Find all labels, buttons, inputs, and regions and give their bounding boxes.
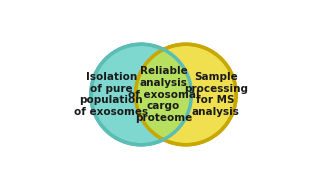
Text: Sample
processing
for MS
analysis: Sample processing for MS analysis	[184, 72, 248, 117]
Text: Reliable
analysis
of exosomal
cargo
proteome: Reliable analysis of exosomal cargo prot…	[128, 66, 199, 123]
Circle shape	[136, 44, 236, 145]
Circle shape	[136, 44, 236, 145]
Text: Isolation
of pure
population
of exosomes: Isolation of pure population of exosomes	[74, 72, 148, 117]
Circle shape	[91, 44, 191, 145]
